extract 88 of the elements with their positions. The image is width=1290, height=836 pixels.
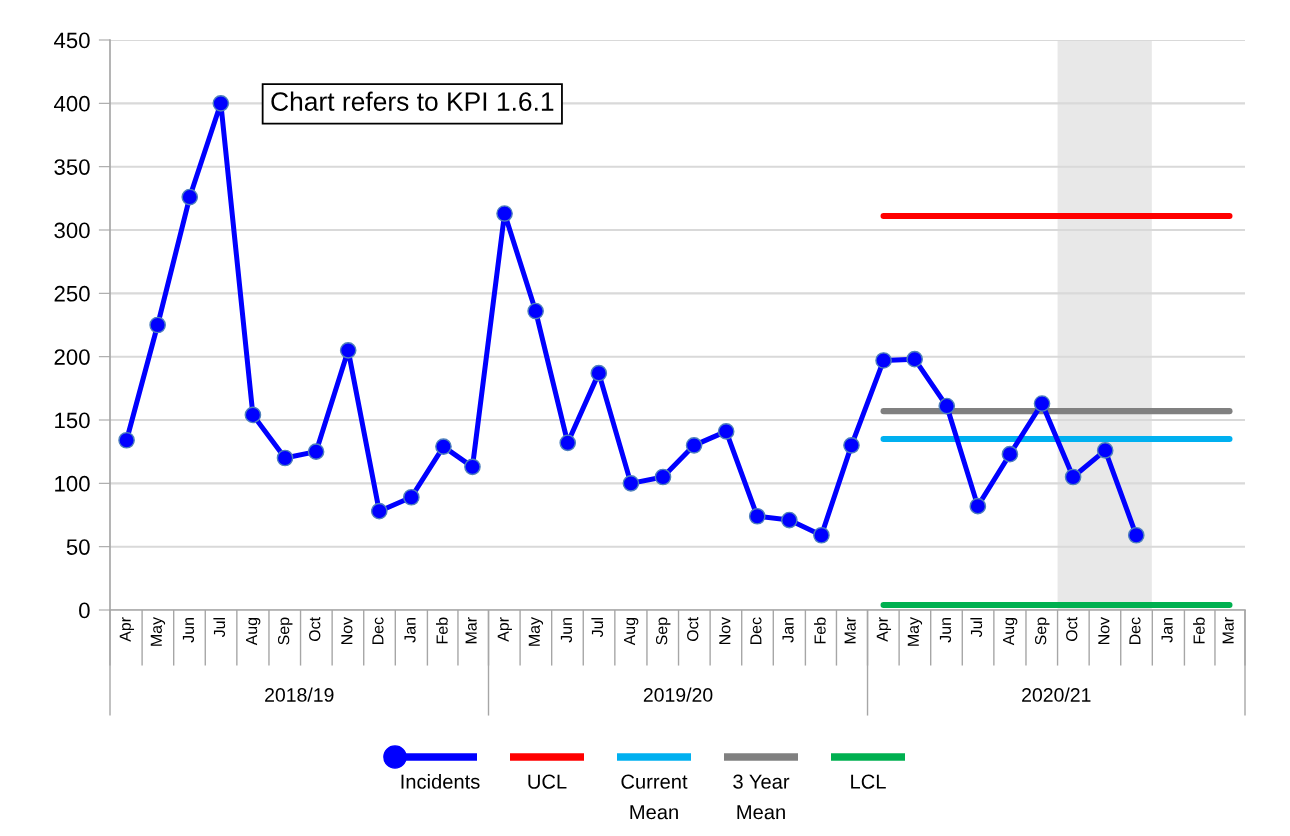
x-tick-label: Nov (719, 617, 731, 645)
legend-label: UCL (528, 774, 567, 789)
y-tick-label: 150 (55, 412, 90, 429)
text: 2018/19 (265, 687, 334, 702)
point (781, 511, 798, 529)
point (559, 434, 577, 452)
x-tick-label: Jun (939, 617, 952, 643)
y-tick-label: 100 (55, 475, 90, 492)
point (843, 436, 860, 454)
x-tick-label: May (528, 616, 544, 646)
x-tick-label: Jan (782, 617, 794, 643)
x-tick-label: Feb (1193, 617, 1205, 644)
point (370, 502, 388, 520)
legend-label: Current Mean (621, 774, 688, 820)
y-tick-label: 300 (54, 222, 90, 239)
legend-label: LCL (851, 774, 886, 789)
x-tick-label: Jul (213, 618, 226, 638)
y-tick-label: 50 (66, 539, 90, 555)
x-tick-label: May (907, 616, 923, 646)
x-tick-label: Apr (876, 617, 892, 642)
point (403, 488, 420, 506)
x-tick-label: Apr (497, 617, 512, 642)
x-tick-label: Aug (624, 617, 639, 646)
point (181, 188, 199, 206)
point (1001, 445, 1019, 463)
x-tick-label: Jan (1161, 617, 1173, 643)
x-tick-label: Dec (372, 617, 384, 645)
point (938, 397, 956, 415)
point (685, 436, 703, 454)
point (1096, 442, 1114, 459)
x-tick-label: Dec (1129, 617, 1141, 645)
point (464, 458, 481, 476)
x-tick-label: Mar (844, 617, 856, 644)
point (276, 449, 294, 467)
point (622, 474, 640, 492)
x-tick-label: Dec (750, 617, 762, 645)
x-tick-label: May (150, 616, 166, 646)
x-tick-label: Jan (404, 617, 416, 643)
point (748, 507, 766, 525)
y-tick-label: 200 (54, 349, 90, 365)
point (244, 406, 262, 424)
point (813, 526, 830, 544)
y-tick-label: 450 (53, 32, 90, 49)
annotation: Chart refers to KPI 1.6.1 (271, 91, 554, 111)
point (339, 341, 357, 359)
point (307, 443, 325, 461)
x-tick-label: Oct (1066, 617, 1078, 642)
x-tick-label: Sep (1035, 617, 1050, 645)
point (435, 438, 452, 455)
point (875, 352, 892, 369)
x-tick-label: Feb (436, 617, 448, 644)
y-tick-label: 350 (54, 159, 90, 175)
point (1127, 526, 1145, 544)
point (118, 431, 135, 449)
y-tick-label: 0 (79, 602, 90, 619)
x-tick-label: Jun (560, 617, 573, 643)
x-tick-label: Aug (246, 617, 261, 646)
x-tick-label: Sep (655, 617, 671, 645)
legend-label: 3 Year Mean (733, 774, 790, 820)
point (590, 364, 608, 382)
point (149, 316, 166, 334)
point (654, 468, 672, 486)
point (969, 497, 987, 515)
legend-label: Incidents (401, 774, 480, 789)
x-tick-label: Sep (277, 617, 293, 645)
x-tick-label: Nov (341, 617, 353, 645)
point (496, 205, 513, 222)
y-tick-label: 400 (53, 95, 90, 112)
text: 2019/20 (643, 687, 713, 702)
x-tick-label: Mar (1222, 617, 1234, 644)
point (212, 94, 230, 112)
x-tick-label: Jul (970, 618, 983, 638)
point (1064, 468, 1082, 486)
x-tick-label: Jul (591, 618, 604, 638)
x-tick-label: Oct (309, 617, 321, 642)
text: 2020/21 (1022, 687, 1091, 702)
point (527, 302, 544, 320)
x-tick-label: Nov (1098, 617, 1110, 645)
point (717, 423, 735, 440)
point (906, 350, 923, 368)
x-tick-label: Apr (119, 617, 135, 642)
point (1033, 395, 1051, 412)
x-tick-label: Feb (814, 617, 826, 644)
y-tick-label: 250 (54, 285, 90, 302)
x-tick-label: Jun (182, 617, 195, 643)
x-tick-label: Aug (1003, 617, 1018, 646)
x-tick-label: Oct (687, 617, 699, 642)
x-tick-label: Mar (465, 617, 477, 644)
